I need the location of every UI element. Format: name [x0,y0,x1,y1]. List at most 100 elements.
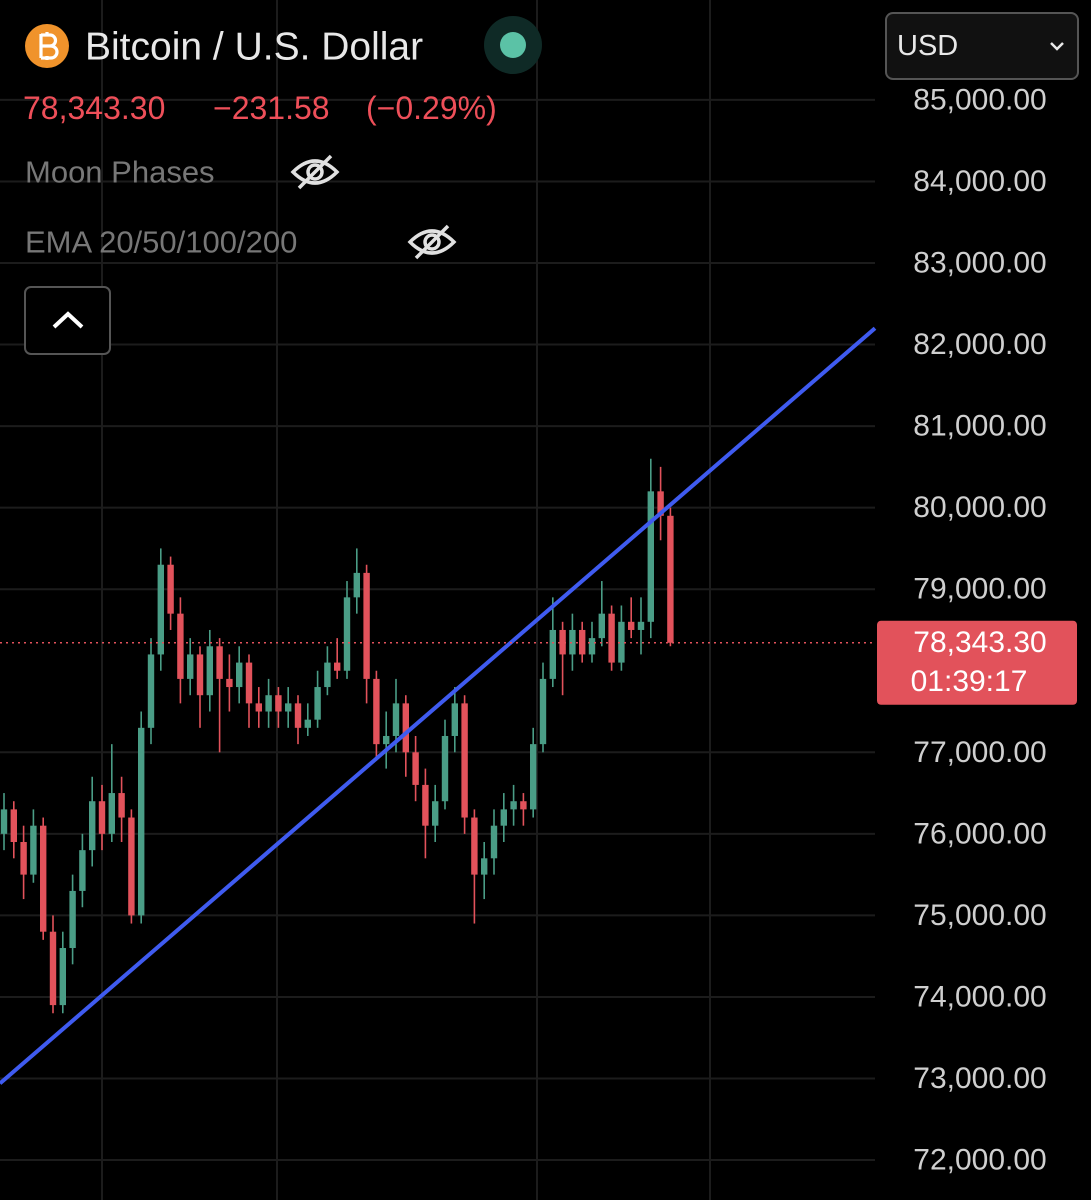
candle-body [128,817,135,916]
bitcoin-glyph [39,32,59,60]
candle-body [294,703,302,728]
candle-body [236,662,243,688]
candle-body [588,638,596,655]
indicator-name: EMA 20/50/100/200 [25,225,297,260]
candle-body [637,621,645,630]
price-axis: 85,000.00 84,000.00 83,000.00 82,000.00 81,0… [877,83,1077,1177]
price-tag [877,620,1077,705]
candle-body [520,801,527,810]
y-tick-label: 84,000.00 [913,165,1046,198]
candle-body [147,654,155,728]
candle-body [608,613,615,663]
candle-body [441,735,449,802]
candle-body [255,703,262,712]
candle-body [412,752,419,785]
candle-body [432,801,439,826]
visibility-toggle[interactable] [290,154,340,190]
candle-body [569,629,576,655]
candle-body [245,662,253,704]
candle-body [285,703,292,712]
candles [0,458,674,1014]
candle-body [334,662,341,671]
currency-dropdown[interactable]: USD [885,12,1079,80]
y-tick-label: 81,000.00 [913,410,1046,443]
candle-body [324,662,331,688]
button-frame [24,286,111,355]
y-tick-label: 76,000.00 [913,817,1046,850]
candle-body [628,621,635,630]
candle-body [383,735,390,745]
candle-body [657,491,664,516]
y-tick-label: 72,000.00 [913,1144,1046,1177]
vertical-grid [101,0,711,1200]
candle-body [59,948,66,1006]
y-tick-label: 85,000.00 [913,83,1046,116]
price-change: −231.58 [213,90,330,126]
candle-body [20,841,27,875]
currency-label: USD [897,30,958,62]
candle-body [89,801,96,851]
candle-body [138,727,145,916]
trend-line [0,326,877,1085]
y-tick-label: 80,000.00 [913,491,1046,524]
candle-body [40,825,47,932]
candle-body [481,858,488,875]
candle-body [471,817,478,875]
candle-body [500,809,507,826]
candle-body [647,491,654,622]
candle-body [216,646,223,679]
y-tick-label: 82,000.00 [913,328,1046,361]
candle-body [49,931,57,1006]
y-tick-label: 79,000.00 [913,573,1046,606]
candle-body [69,890,76,949]
last-price: 78,343.30 [23,90,165,126]
candle-body [373,678,380,745]
candle-body [510,801,517,810]
candle-body [0,809,8,834]
y-tick-label: 83,000.00 [913,246,1046,279]
candle-body [226,678,233,688]
symbol-title: Bitcoin / U.S. Dollar [85,26,423,69]
price-tag-value: 78,343.30 [913,626,1046,659]
candle-body [353,572,360,598]
candle-body [392,703,400,736]
candle-body [490,825,498,859]
y-tick-label: 74,000.00 [913,980,1046,1013]
candle-body [108,793,115,834]
candle-body [549,629,556,679]
collapse-button[interactable] [24,286,111,355]
y-tick-label: 75,000.00 [913,899,1046,932]
chevron-up [52,311,84,329]
candle-body [196,654,204,696]
candle-body [530,744,537,810]
candle-body [539,678,547,745]
candle-body [265,695,272,712]
candle-body [187,654,194,679]
candle-body [618,621,625,663]
candle-body [343,597,351,671]
candle-body [304,719,311,728]
candle-body [667,515,674,643]
indicator-name: Moon Phases [25,155,215,190]
candle-body [451,703,458,736]
y-tick-label: 73,000.00 [913,1062,1046,1095]
dropdown-frame [885,12,1079,80]
candle-body [79,850,86,891]
candle-body [206,646,213,696]
price-tag-countdown: 01:39:17 [911,665,1028,698]
candle-body [402,703,409,753]
candle-body [363,572,370,679]
candle-body [167,564,174,614]
overlay [0,326,877,1085]
visibility-toggle[interactable] [407,224,457,260]
candle-body [30,825,37,875]
candle-body [177,613,184,679]
candle-body [10,809,17,842]
chevron-down [1050,42,1064,51]
horizontal-grid [0,98,875,1162]
y-tick-label: 77,000.00 [913,736,1046,769]
candle-body [461,703,468,818]
candle-body [314,687,321,720]
